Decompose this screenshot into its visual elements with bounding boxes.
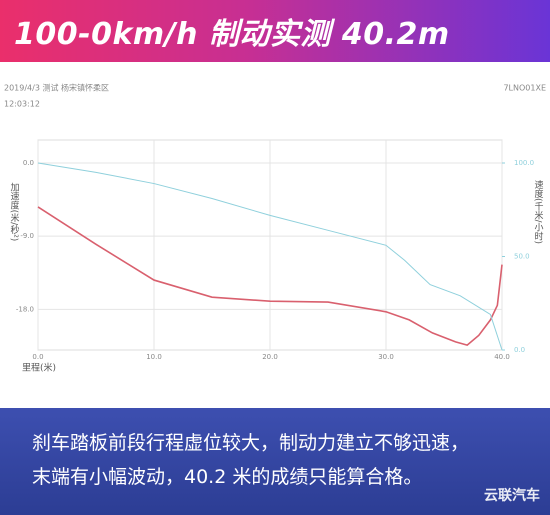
caption-line: 刹车踏板前段行程虚位较大，制动力建立不够迅速， <box>32 432 470 454</box>
banner: 100-0km/h 制动实测 40.2m <box>0 0 550 62</box>
y-axis-label: 加速度(米/秒²) <box>9 183 20 242</box>
y-tick-label: 0.0 <box>23 159 34 167</box>
series-line <box>37 162 503 351</box>
x-tick-label: 20.0 <box>262 353 278 361</box>
x-axis-label: 里程(米) <box>22 362 56 374</box>
x-tick-label: 10.0 <box>146 353 162 361</box>
meta-date: 2019/4/3 测试 杨宋镇怀柔区 <box>4 83 109 93</box>
caption-line: 末端有小幅波动，40.2 米的成绩只能算合格。 <box>32 466 423 488</box>
x-tick-label: 0.0 <box>32 353 43 361</box>
chart: 2019/4/3 测试 杨宋镇怀柔区 12:03:12 7LNO01XE 0.0 10.… <box>4 83 546 374</box>
y2-tick-label: 0.0 <box>514 346 525 354</box>
meta-id: 7LNO01XE <box>503 84 546 93</box>
meta-time: 12:03:12 <box>4 100 40 109</box>
watermark: 云联汽车 <box>484 488 540 504</box>
x-tick-label: 30.0 <box>378 353 394 361</box>
x-tick-label: 40.0 <box>494 353 510 361</box>
series-line <box>37 206 503 347</box>
y2-tick-label: 50.0 <box>514 253 530 261</box>
caption-band: 刹车踏板前段行程虚位较大，制动力建立不够迅速， 末端有小幅波动，40.2 米的成… <box>0 408 550 515</box>
y-tick-label: -18.0 <box>16 305 34 313</box>
y-tick-label: -9.0 <box>20 232 34 240</box>
y2-tick-label: 100.0 <box>514 159 534 167</box>
y2-axis-label: 速度(千米/小时) <box>533 180 544 244</box>
title: 100-0km/h 制动实测 40.2m <box>14 17 450 52</box>
